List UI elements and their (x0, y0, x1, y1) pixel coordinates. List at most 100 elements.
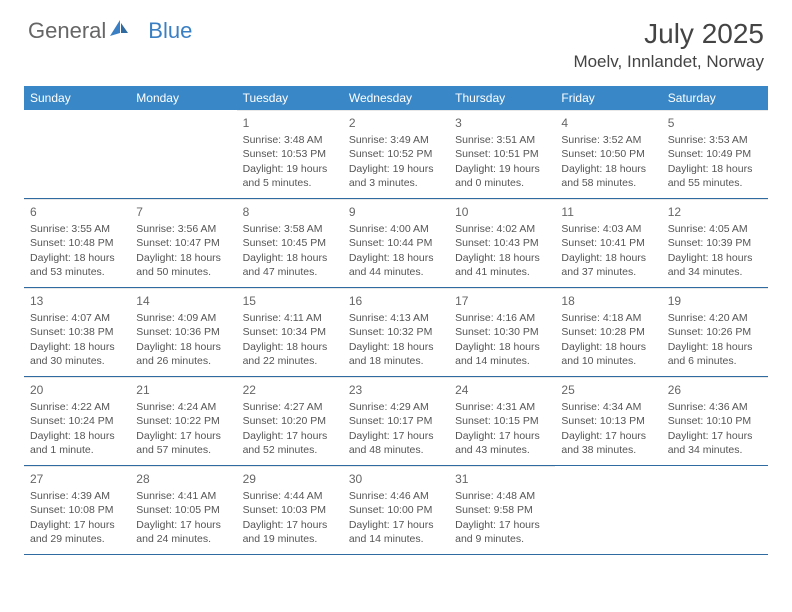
daylight-text: Daylight: 18 hours (668, 340, 762, 354)
sunset-text: Sunset: 10:30 PM (455, 325, 549, 339)
sunrise-text: Sunrise: 4:22 AM (30, 400, 124, 414)
day-cell: 26Sunrise: 4:36 AMSunset: 10:10 PMDaylig… (662, 377, 768, 465)
sunrise-text: Sunrise: 4:31 AM (455, 400, 549, 414)
sunrise-text: Sunrise: 3:53 AM (668, 133, 762, 147)
daylight-text: and 57 minutes. (136, 443, 230, 457)
title-block: July 2025 Moelv, Innlandet, Norway (573, 18, 764, 72)
day-number: 8 (243, 204, 337, 220)
daylight-text: Daylight: 18 hours (561, 340, 655, 354)
daylight-text: and 18 minutes. (349, 354, 443, 368)
daylight-text: and 58 minutes. (561, 176, 655, 190)
daylight-text: and 1 minute. (30, 443, 124, 457)
sunset-text: Sunset: 10:17 PM (349, 414, 443, 428)
sunrise-text: Sunrise: 4:09 AM (136, 311, 230, 325)
daylight-text: Daylight: 17 hours (455, 429, 549, 443)
sunrise-text: Sunrise: 4:44 AM (243, 489, 337, 503)
day-cell: 4Sunrise: 3:52 AMSunset: 10:50 PMDayligh… (555, 110, 661, 198)
day-cell: 30Sunrise: 4:46 AMSunset: 10:00 PMDaylig… (343, 466, 449, 554)
header: General Blue July 2025 Moelv, Innlandet,… (0, 0, 792, 76)
day-cell: 7Sunrise: 3:56 AMSunset: 10:47 PMDayligh… (130, 199, 236, 287)
daylight-text: and 43 minutes. (455, 443, 549, 457)
daylight-text: Daylight: 18 hours (668, 251, 762, 265)
daylight-text: and 29 minutes. (30, 532, 124, 546)
daylight-text: Daylight: 18 hours (561, 251, 655, 265)
day-cell (24, 110, 130, 198)
day-number: 30 (349, 471, 443, 487)
dow-cell: Monday (130, 86, 236, 110)
sunset-text: Sunset: 10:15 PM (455, 414, 549, 428)
week-row: 13Sunrise: 4:07 AMSunset: 10:38 PMDaylig… (24, 288, 768, 377)
sunset-text: Sunset: 10:52 PM (349, 147, 443, 161)
dow-cell: Saturday (662, 86, 768, 110)
daylight-text: and 24 minutes. (136, 532, 230, 546)
sunset-text: Sunset: 10:48 PM (30, 236, 124, 250)
daylight-text: and 48 minutes. (349, 443, 443, 457)
daylight-text: Daylight: 17 hours (349, 429, 443, 443)
location: Moelv, Innlandet, Norway (573, 52, 764, 72)
sunset-text: Sunset: 10:10 PM (668, 414, 762, 428)
sunrise-text: Sunrise: 3:48 AM (243, 133, 337, 147)
sunrise-text: Sunrise: 4:07 AM (30, 311, 124, 325)
day-number: 15 (243, 293, 337, 309)
day-cell: 22Sunrise: 4:27 AMSunset: 10:20 PMDaylig… (237, 377, 343, 465)
sunrise-text: Sunrise: 4:34 AM (561, 400, 655, 414)
day-number: 11 (561, 204, 655, 220)
day-number: 5 (668, 115, 762, 131)
daylight-text: and 52 minutes. (243, 443, 337, 457)
dow-cell: Friday (555, 86, 661, 110)
sunset-text: Sunset: 10:49 PM (668, 147, 762, 161)
sunset-text: Sunset: 10:47 PM (136, 236, 230, 250)
daylight-text: and 47 minutes. (243, 265, 337, 279)
sunset-text: Sunset: 10:45 PM (243, 236, 337, 250)
daylight-text: and 3 minutes. (349, 176, 443, 190)
daylight-text: Daylight: 17 hours (668, 429, 762, 443)
sunrise-text: Sunrise: 4:02 AM (455, 222, 549, 236)
sunset-text: Sunset: 10:08 PM (30, 503, 124, 517)
sunrise-text: Sunrise: 4:36 AM (668, 400, 762, 414)
sunrise-text: Sunrise: 3:49 AM (349, 133, 443, 147)
day-number: 28 (136, 471, 230, 487)
sunrise-text: Sunrise: 4:24 AM (136, 400, 230, 414)
daylight-text: and 22 minutes. (243, 354, 337, 368)
week-row: 1Sunrise: 3:48 AMSunset: 10:53 PMDayligh… (24, 110, 768, 199)
day-number: 23 (349, 382, 443, 398)
day-cell: 20Sunrise: 4:22 AMSunset: 10:24 PMDaylig… (24, 377, 130, 465)
day-number: 21 (136, 382, 230, 398)
sunrise-text: Sunrise: 4:16 AM (455, 311, 549, 325)
day-cell (555, 466, 661, 554)
day-number: 13 (30, 293, 124, 309)
day-cell: 29Sunrise: 4:44 AMSunset: 10:03 PMDaylig… (237, 466, 343, 554)
daylight-text: Daylight: 17 hours (243, 429, 337, 443)
daylight-text: and 9 minutes. (455, 532, 549, 546)
sunset-text: Sunset: 10:44 PM (349, 236, 443, 250)
daylight-text: and 14 minutes. (349, 532, 443, 546)
day-cell: 1Sunrise: 3:48 AMSunset: 10:53 PMDayligh… (237, 110, 343, 198)
day-number: 2 (349, 115, 443, 131)
daylight-text: Daylight: 17 hours (455, 518, 549, 532)
daylight-text: Daylight: 18 hours (668, 162, 762, 176)
sunset-text: Sunset: 10:22 PM (136, 414, 230, 428)
day-cell: 14Sunrise: 4:09 AMSunset: 10:36 PMDaylig… (130, 288, 236, 376)
sunset-text: Sunset: 10:05 PM (136, 503, 230, 517)
sunset-text: Sunset: 10:50 PM (561, 147, 655, 161)
daylight-text: and 41 minutes. (455, 265, 549, 279)
sunrise-text: Sunrise: 4:18 AM (561, 311, 655, 325)
daylight-text: and 37 minutes. (561, 265, 655, 279)
daylight-text: Daylight: 18 hours (30, 251, 124, 265)
day-number: 24 (455, 382, 549, 398)
daylight-text: and 19 minutes. (243, 532, 337, 546)
sunset-text: Sunset: 10:43 PM (455, 236, 549, 250)
day-cell: 6Sunrise: 3:55 AMSunset: 10:48 PMDayligh… (24, 199, 130, 287)
day-cell: 3Sunrise: 3:51 AMSunset: 10:51 PMDayligh… (449, 110, 555, 198)
sunset-text: Sunset: 10:13 PM (561, 414, 655, 428)
day-cell: 31Sunrise: 4:48 AMSunset: 9:58 PMDayligh… (449, 466, 555, 554)
week-row: 6Sunrise: 3:55 AMSunset: 10:48 PMDayligh… (24, 199, 768, 288)
daylight-text: Daylight: 19 hours (243, 162, 337, 176)
daylight-text: Daylight: 18 hours (136, 340, 230, 354)
sunset-text: Sunset: 10:00 PM (349, 503, 443, 517)
daylight-text: Daylight: 18 hours (349, 340, 443, 354)
dow-cell: Sunday (24, 86, 130, 110)
sunset-text: Sunset: 10:03 PM (243, 503, 337, 517)
sunset-text: Sunset: 10:36 PM (136, 325, 230, 339)
sunset-text: Sunset: 10:20 PM (243, 414, 337, 428)
